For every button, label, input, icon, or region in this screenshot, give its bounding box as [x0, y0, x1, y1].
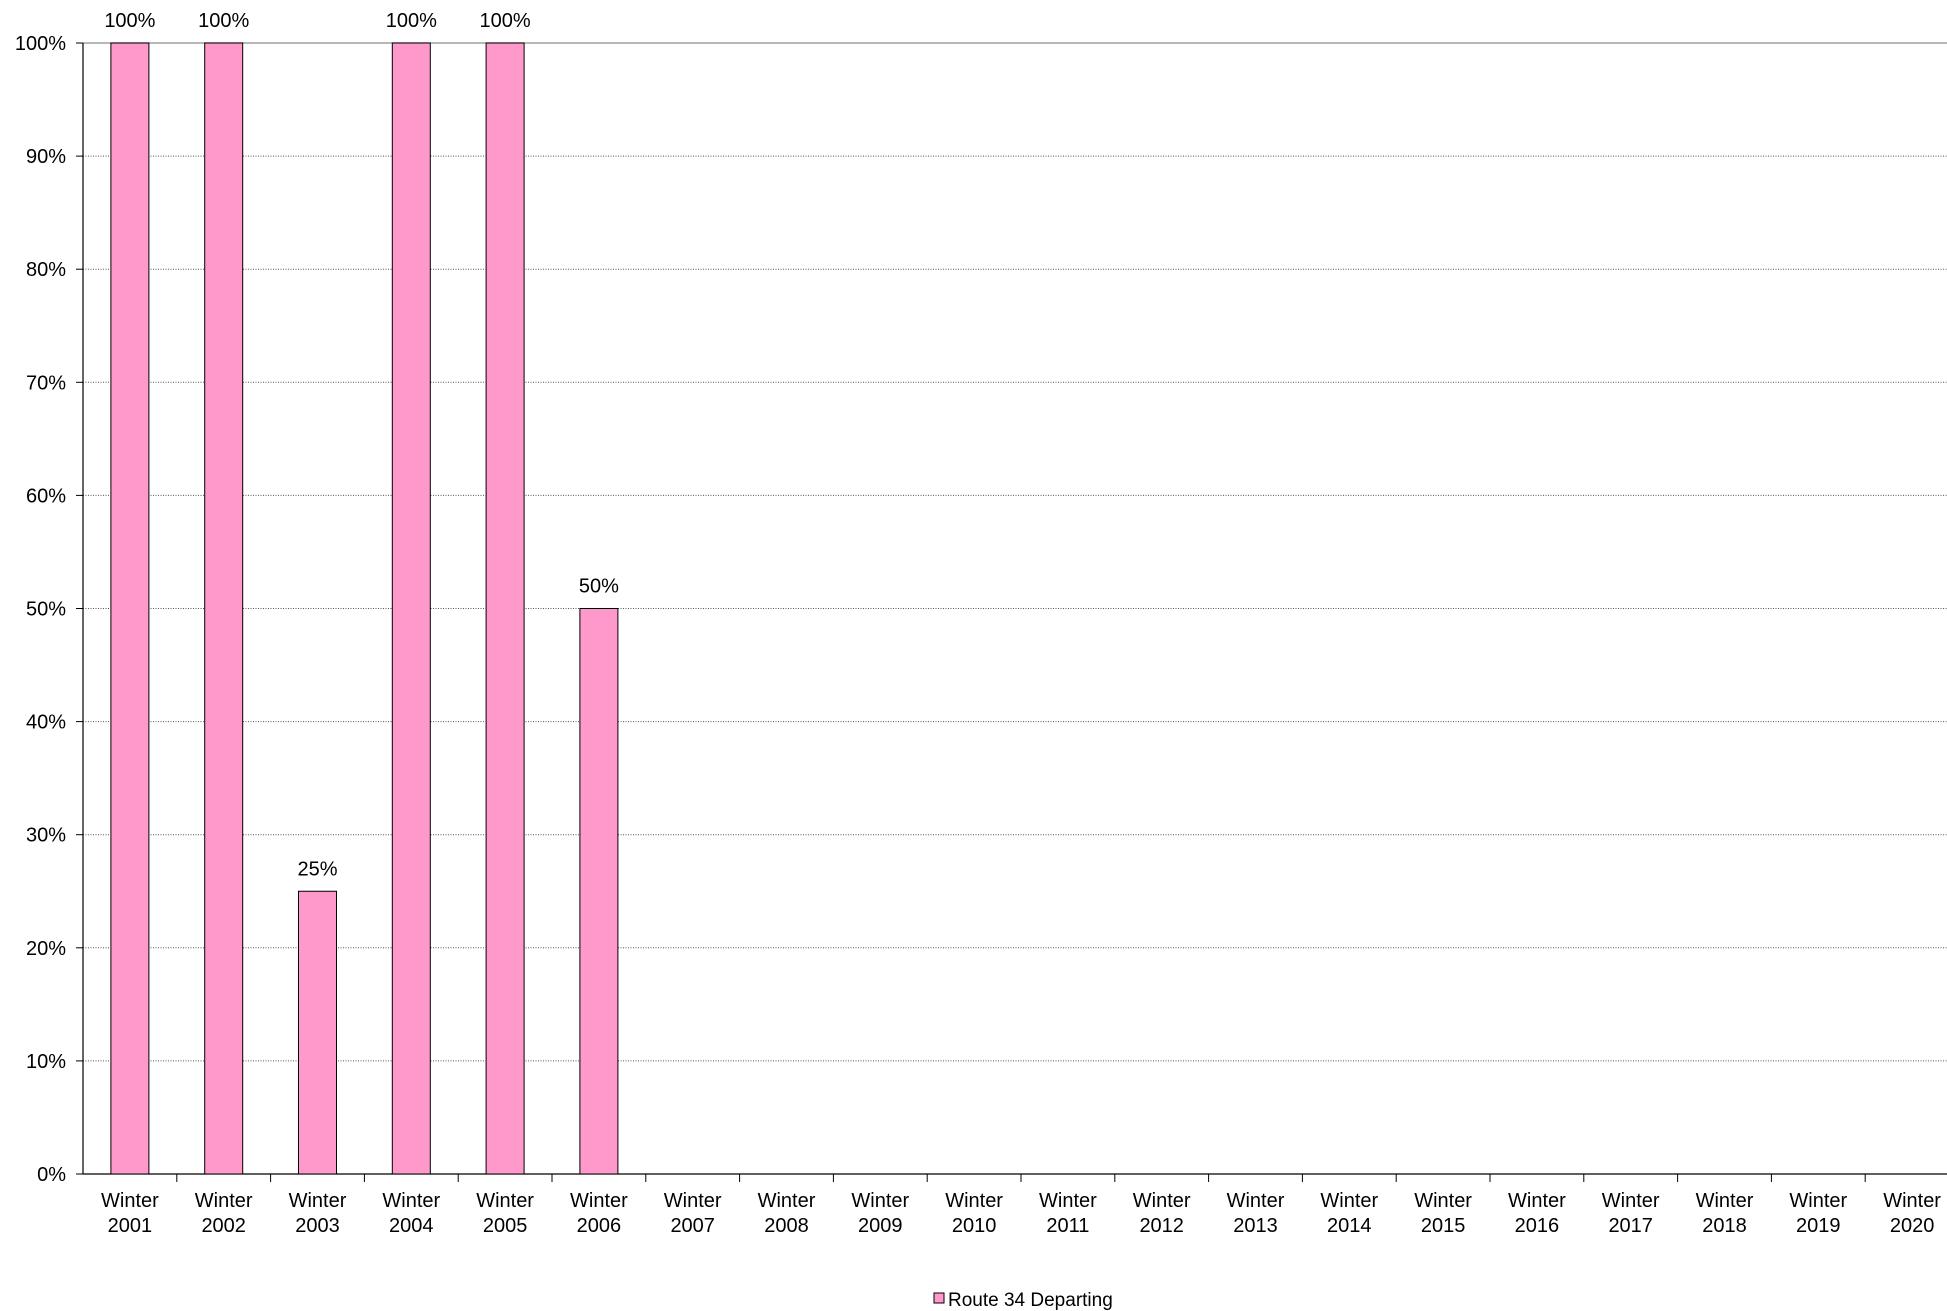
x-tick-label: 2009 — [858, 1215, 903, 1237]
y-tick-label: 10% — [26, 1051, 66, 1073]
x-tick-label: Winter — [945, 1190, 1003, 1212]
x-tick-label: 2001 — [108, 1215, 153, 1237]
x-tick-label: 2014 — [1327, 1215, 1372, 1237]
bar — [110, 42, 150, 1175]
data-label: 100% — [198, 10, 249, 32]
data-label: 100% — [104, 10, 155, 32]
bar — [579, 608, 619, 1175]
x-tick-label: 2005 — [483, 1215, 528, 1237]
x-tick-label: Winter — [664, 1190, 722, 1212]
x-tick-label: 2003 — [295, 1215, 340, 1237]
x-tick-label: 2002 — [201, 1215, 246, 1237]
y-tick-label: 80% — [26, 259, 66, 281]
x-tick-label: Winter — [195, 1190, 253, 1212]
bar — [391, 42, 431, 1175]
y-tick-label: 100% — [15, 33, 66, 55]
y-tick-label: 70% — [26, 372, 66, 394]
y-tick-label: 0% — [37, 1164, 66, 1186]
x-tick-label: Winter — [758, 1190, 816, 1212]
y-tick-label: 60% — [26, 485, 66, 507]
x-tick-label: 2013 — [1233, 1215, 1278, 1237]
x-tick-label: Winter — [476, 1190, 534, 1212]
legend-label: Route 34 Departing — [948, 1290, 1113, 1311]
x-tick-label: 2015 — [1421, 1215, 1466, 1237]
x-tick-label: 2010 — [952, 1215, 997, 1237]
data-label: 25% — [297, 858, 337, 880]
legend-swatch — [933, 1292, 945, 1304]
x-tick-label: Winter — [1320, 1190, 1378, 1212]
x-tick-label: Winter — [1696, 1190, 1754, 1212]
x-tick-label: 2012 — [1139, 1215, 1184, 1237]
x-tick-label: 2018 — [1702, 1215, 1747, 1237]
x-tick-label: Winter — [851, 1190, 909, 1212]
x-tick-label: Winter — [1227, 1190, 1285, 1212]
y-tick-label: 50% — [26, 599, 66, 621]
x-tick-label: 2019 — [1796, 1215, 1841, 1237]
x-tick-label: 2017 — [1608, 1215, 1653, 1237]
data-label: 100% — [386, 10, 437, 32]
x-tick-label: 2004 — [389, 1215, 434, 1237]
x-tick-label: Winter — [382, 1190, 440, 1212]
x-tick-label: Winter — [570, 1190, 628, 1212]
x-tick-label: Winter — [1508, 1190, 1566, 1212]
y-tick-label: 30% — [26, 825, 66, 847]
y-tick-label: 20% — [26, 938, 66, 960]
x-tick-label: 2007 — [670, 1215, 715, 1237]
x-tick-label: Winter — [101, 1190, 159, 1212]
x-tick-label: Winter — [1039, 1190, 1097, 1212]
x-tick-label: Winter — [1789, 1190, 1847, 1212]
bar — [298, 890, 337, 1175]
x-tick-label: 2016 — [1515, 1215, 1560, 1237]
x-tick-label: Winter — [1133, 1190, 1191, 1212]
x-tick-label: Winter — [1883, 1190, 1941, 1212]
y-tick-label: 40% — [26, 712, 66, 734]
x-tick-label: Winter — [1414, 1190, 1472, 1212]
bar — [485, 42, 525, 1175]
data-label: 100% — [480, 10, 531, 32]
x-tick-label: 2020 — [1890, 1215, 1935, 1237]
x-tick-label: 2011 — [1046, 1215, 1089, 1237]
x-tick-label: Winter — [1602, 1190, 1660, 1212]
x-tick-label: 2006 — [577, 1215, 622, 1237]
x-tick-label: 2008 — [764, 1215, 809, 1237]
x-tick-label: Winter — [289, 1190, 347, 1212]
y-tick-label: 90% — [26, 146, 66, 168]
data-label: 50% — [579, 576, 619, 598]
bar — [204, 42, 244, 1175]
